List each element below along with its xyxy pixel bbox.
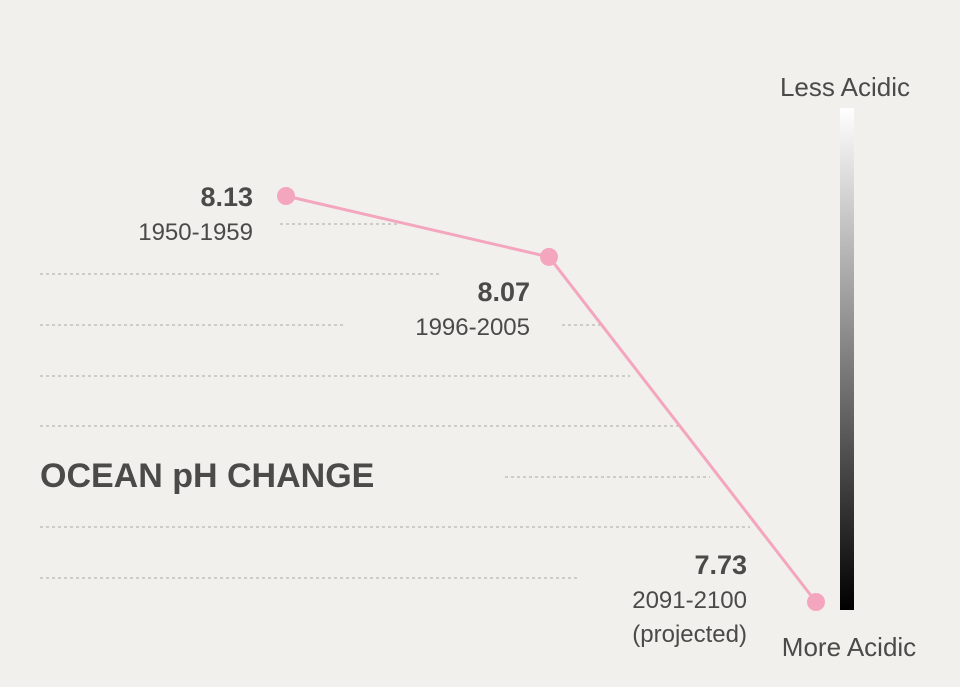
scale-top-label: Less Acidic <box>780 72 910 102</box>
point-labels: 8.13 1950-1959 8.07 1996-2005 7.73 2091-2100 (… <box>138 182 747 648</box>
acidity-scale-bar <box>840 108 854 610</box>
chart-title: OCEAN pH CHANGE <box>40 457 374 495</box>
data-label-period: 1996-2005 <box>415 314 530 341</box>
data-label-value: 7.73 <box>694 550 747 580</box>
scale-bottom-label: More Acidic <box>782 632 916 662</box>
data-point <box>277 187 295 205</box>
data-point <box>807 593 825 611</box>
data-label-period: 2091-2100 <box>632 587 747 614</box>
data-label-value: 8.07 <box>477 277 530 307</box>
gridlines <box>40 223 750 579</box>
data-point <box>540 247 558 266</box>
data-label-note: (projected) <box>632 621 747 648</box>
data-label-period: 1950-1959 <box>138 219 253 246</box>
data-label-value: 8.13 <box>200 182 253 212</box>
ph-series <box>277 187 825 611</box>
